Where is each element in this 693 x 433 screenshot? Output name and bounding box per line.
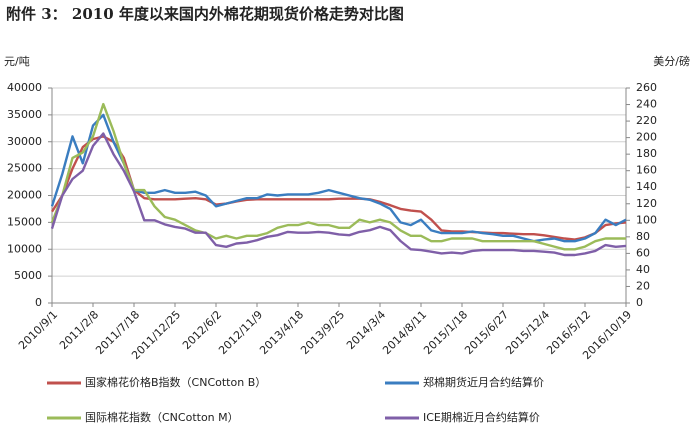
y-tick-label: 15000 [7,215,42,228]
y2-tick-label: 0 [636,296,643,309]
y-tick-label: 35000 [7,108,42,121]
y2-tick-label: 200 [636,131,657,144]
legend-label: ICE期棉近月合约结算价 [423,410,540,424]
y2-tick-label: 40 [636,263,650,276]
legend-label: 郑棉期货近月合约结算价 [423,375,544,389]
series-line [50,132,627,257]
y2-tick-label: 240 [636,98,657,111]
series-line [50,135,627,241]
y-axis-label: 元/吨 [4,55,30,68]
y-tick-label: 30000 [7,135,42,148]
y2-axis-label: 美分/磅 [653,54,690,68]
y-tick-label: 0 [35,296,42,309]
legend-label: 国际棉花指数（CNCotton M） [85,410,239,424]
y2-tick-label: 120 [636,197,657,210]
x-tick-label: 2013/9/25 [298,308,347,357]
y2-tick-label: 80 [636,230,650,243]
legend-label: 国家棉花价格B指数（CNCotton B） [85,375,266,389]
y-tick-label: 20000 [7,189,42,202]
y-tick-label: 25000 [7,162,42,175]
series-line [50,102,626,251]
x-tick-label: 2010/9/1 [16,308,60,352]
y2-tick-label: 100 [636,213,657,226]
y-tick-label: 5000 [14,269,42,282]
y2-tick-label: 180 [636,147,657,160]
y2-tick-label: 260 [636,81,657,94]
y2-tick-label: 140 [636,180,657,193]
y-tick-label: 10000 [7,242,42,255]
y2-tick-label: 160 [636,164,657,177]
y-tick-label: 40000 [7,81,42,94]
y2-tick-label: 20 [636,279,650,292]
y2-tick-label: 60 [636,246,650,259]
chart-title: 附件 3： 2010 年度以来国内外棉花期现货价格走势对比图 [6,5,404,23]
y2-tick-label: 220 [636,114,657,127]
